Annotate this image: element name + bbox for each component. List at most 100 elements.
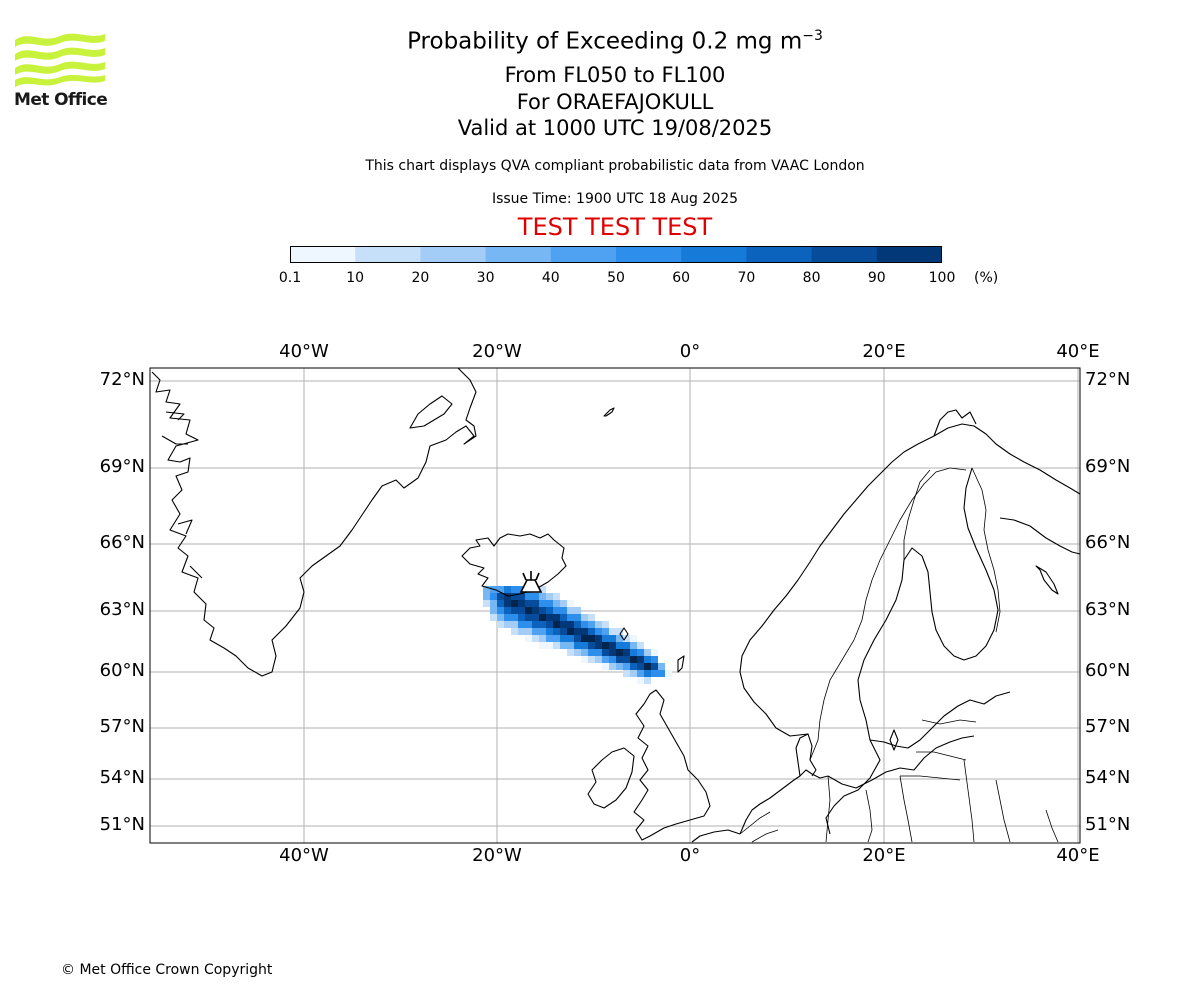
- plume-cell: [588, 642, 595, 649]
- plume-cell: [546, 593, 553, 600]
- plume-cell: [637, 649, 644, 656]
- plume-cell: [553, 628, 560, 635]
- jan-mayen-coastline: [603, 407, 615, 417]
- plume-cell: [658, 670, 665, 677]
- latitude-label-right: 54°N: [1085, 767, 1131, 788]
- kola-coastline: [999, 517, 1081, 555]
- europe-north-coast: [739, 769, 829, 835]
- plume-cell: [497, 586, 504, 593]
- plume-cell: [518, 628, 525, 635]
- plume-cell: [623, 649, 630, 656]
- plume-cell: [616, 649, 623, 656]
- plume-cell: [553, 642, 560, 649]
- plume-cell: [553, 593, 560, 600]
- plume-cell: [595, 649, 602, 656]
- plume-cell: [532, 635, 539, 642]
- colorbar-unit: (%): [974, 270, 999, 286]
- latitude-label-right: 72°N: [1085, 369, 1131, 390]
- plume-cell: [532, 607, 539, 614]
- plume-cell: [497, 593, 504, 600]
- plume-cell: [567, 628, 574, 635]
- test-banner: TEST TEST TEST: [517, 213, 713, 241]
- latitude-label-right: 69°N: [1085, 456, 1131, 477]
- faroes-coastline: [619, 627, 629, 641]
- plume-cell: [504, 586, 511, 593]
- colorbar-segment: [550, 246, 617, 263]
- latitude-label-right: 60°N: [1085, 660, 1131, 681]
- plume-cell: [609, 635, 616, 642]
- plume-cell: [623, 663, 630, 670]
- plume-cell: [560, 628, 567, 635]
- plume-cell: [490, 593, 497, 600]
- gotland-coastline: [889, 729, 899, 751]
- plume-cell: [581, 635, 588, 642]
- plume-cell: [630, 663, 637, 670]
- plume-cell: [651, 649, 658, 656]
- plume-cell: [616, 656, 623, 663]
- plume-cell: [623, 642, 630, 649]
- plume-cell: [630, 670, 637, 677]
- plume-cell: [588, 628, 595, 635]
- sweden-inner-border: [825, 739, 881, 835]
- plume-cell: [483, 600, 490, 607]
- colorbar-segment: [681, 246, 747, 263]
- plume-cell: [511, 628, 518, 635]
- baltic-borders: [900, 719, 977, 781]
- plume-cell: [574, 642, 581, 649]
- plume-cell: [539, 600, 546, 607]
- plume-cell: [539, 621, 546, 628]
- plume-cell: [490, 607, 497, 614]
- plume-cell: [539, 614, 546, 621]
- plume-cell: [574, 628, 581, 635]
- plume-cell: [644, 677, 651, 684]
- plume-cell: [595, 635, 602, 642]
- plume-cell: [637, 642, 644, 649]
- plume-cell: [616, 635, 623, 642]
- met-office-logo: Met Office: [12, 30, 112, 112]
- probability-colorbar: [290, 246, 942, 263]
- plume-cell: [553, 621, 560, 628]
- plume-cell: [560, 614, 567, 621]
- plume-cell: [525, 593, 532, 600]
- greenland-inlet-1: [409, 395, 453, 429]
- plume-cell: [630, 656, 637, 663]
- plume-cell: [581, 649, 588, 656]
- plume-cell: [574, 614, 581, 621]
- plume-cell: [588, 614, 595, 621]
- plume-cell: [567, 642, 574, 649]
- longitude-label-top: 0°: [679, 341, 701, 362]
- latitude-label-right: 57°N: [1085, 716, 1131, 737]
- plume-cell: [483, 593, 490, 600]
- plume-cell: [644, 656, 651, 663]
- plume-cell: [546, 607, 553, 614]
- norway-sweden-border: [809, 467, 967, 761]
- plume-cell: [588, 656, 595, 663]
- latitude-label-left: 72°N: [99, 369, 145, 390]
- plume-cell: [567, 635, 574, 642]
- colorbar-tick-label: 0.1: [278, 270, 302, 286]
- colorbar-segment: [420, 246, 487, 263]
- longitude-label-bottom: 20°W: [472, 845, 522, 866]
- white-sea-coast: [1035, 565, 1059, 595]
- colorbar-tick-label: 80: [802, 270, 821, 286]
- plume-cell: [567, 614, 574, 621]
- valid-time: Valid at 1000 UTC 19/08/2025: [457, 116, 773, 140]
- plume-cell: [630, 642, 637, 649]
- plume-cell: [651, 656, 658, 663]
- plume-cell: [525, 628, 532, 635]
- colorbar-tick-label: 40: [541, 270, 560, 286]
- plume-cell: [539, 586, 546, 593]
- plume-cell: [532, 593, 539, 600]
- plume-cell: [595, 628, 602, 635]
- plume-cell: [644, 670, 651, 677]
- shetland-coastline: [677, 655, 685, 673]
- plume-cell: [588, 621, 595, 628]
- greenland-fjord-1: [165, 411, 185, 421]
- latitude-label-left: 54°N: [99, 767, 145, 788]
- plume-cell: [560, 635, 567, 642]
- colorbar-tick-label: 20: [411, 270, 430, 286]
- colorbar-segment: [290, 246, 356, 263]
- longitude-label-top: 20°E: [862, 341, 906, 362]
- scandinavia-coastline: [739, 423, 1081, 737]
